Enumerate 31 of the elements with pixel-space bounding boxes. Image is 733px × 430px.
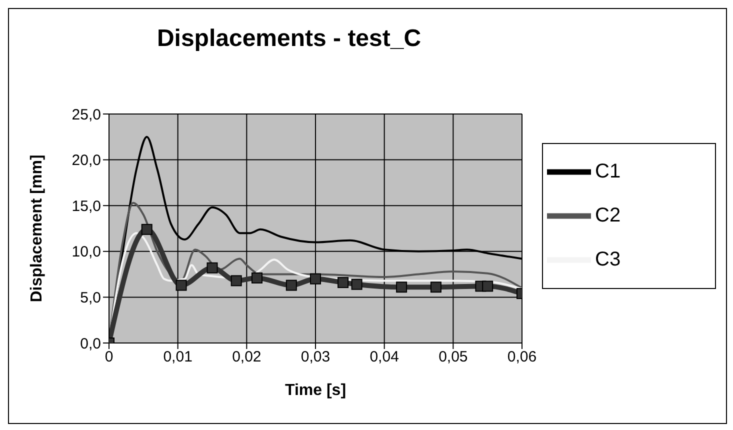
point — [482, 280, 494, 292]
x-tick-label: 0,05 — [438, 348, 468, 366]
chart-title: Displacements - test_C — [156, 25, 422, 53]
point — [230, 275, 242, 286]
point — [338, 277, 349, 288]
y-tick-label: 5,0 — [80, 290, 101, 307]
legend-label: C1 — [595, 160, 621, 182]
x-tick-label: 0,01 — [163, 348, 192, 366]
y-tick-label: 10,0 — [72, 244, 101, 261]
legend-label: C3 — [595, 248, 621, 270]
x-tick-label: 0,06 — [507, 348, 537, 366]
point — [251, 272, 262, 284]
x-axis-title: Time [s] — [284, 382, 346, 399]
point — [286, 280, 297, 291]
point — [430, 282, 442, 293]
y-tick-label: 25,0 — [72, 106, 101, 124]
y-tick-label: 0,0 — [80, 335, 101, 352]
x-tick-label: 0,02 — [232, 348, 262, 366]
y-tick-label: 15,0 — [72, 198, 101, 215]
legend-label: C2 — [595, 204, 621, 226]
point — [176, 280, 187, 291]
point — [141, 224, 152, 235]
point — [396, 282, 408, 293]
y-tick-label: 20,0 — [72, 152, 101, 170]
x-tick-label: 0,03 — [300, 348, 330, 366]
x-tick-label: 0 — [104, 348, 114, 366]
y-axis-title: Displacement [mm] — [28, 154, 46, 302]
point — [310, 273, 321, 284]
point — [206, 262, 218, 274]
point — [351, 278, 362, 290]
x-tick-label: 0,04 — [370, 348, 399, 366]
